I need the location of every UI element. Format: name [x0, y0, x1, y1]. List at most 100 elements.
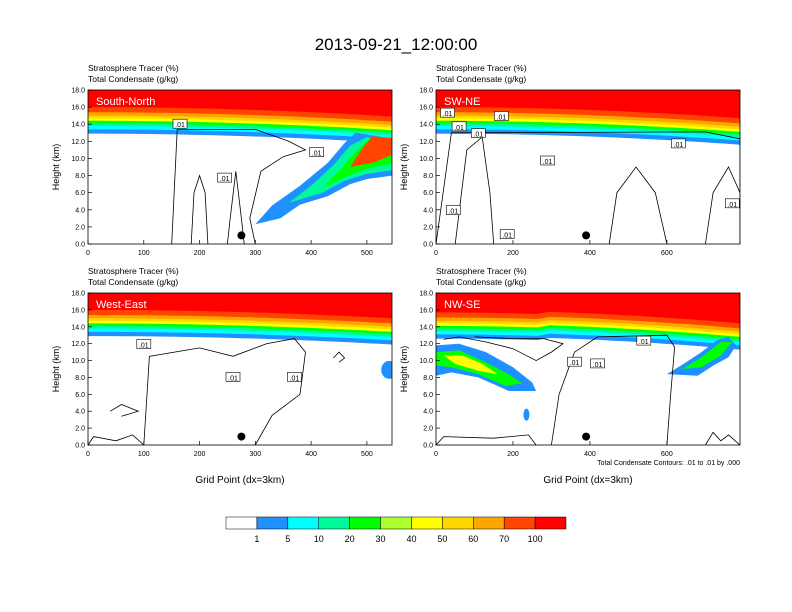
contour-label-box: [567, 356, 582, 367]
panel-2: .01.01.01.01.01.01.01.01.01SW-NEStratosp…: [399, 63, 741, 257]
x-axis-label: Grid Point (dx=3km): [543, 475, 632, 486]
x-tick-label: 300: [249, 451, 261, 458]
x-tick-label: 600: [661, 250, 673, 257]
y-axis-label: Height (km): [399, 346, 409, 393]
location-marker: [582, 432, 591, 441]
x-tick-label: 400: [305, 250, 317, 257]
plot-area: .01.01.01.01.01.01.01.01.01: [436, 90, 740, 244]
y-tick-label: 6.0: [75, 190, 85, 197]
y-tick-label: 2.0: [75, 426, 85, 433]
y-tick-label: 0.0: [423, 443, 433, 450]
y-tick-label: 12.0: [71, 139, 85, 146]
panel-label: SW-NE: [444, 96, 480, 108]
y-tick-label: 18.0: [71, 88, 85, 95]
colorbar-label: 1: [254, 534, 259, 544]
y-tick-label: 8.0: [423, 375, 433, 382]
colorbar-label: 50: [437, 534, 447, 544]
contour-label-box: [499, 229, 515, 239]
colorbar-label: 70: [499, 534, 509, 544]
contour-label: .01: [139, 343, 149, 350]
plot-frame: [87, 292, 393, 446]
y-tick-label: 18.0: [71, 291, 85, 298]
plot-area: .01 .01 .01: [436, 293, 740, 445]
y-tick-label: 14.0: [71, 122, 85, 129]
contour-label: .01: [454, 125, 464, 132]
colorbar-swatch-9: [473, 516, 505, 530]
contour-label: .01: [443, 111, 453, 118]
x-tick-label: 0: [86, 250, 90, 257]
colorbar-label: 100: [528, 534, 543, 544]
x-tick-label: 200: [507, 451, 519, 458]
contour-label: .01: [502, 233, 512, 240]
contour-label-box: [470, 128, 486, 138]
x-tick-label: 600: [661, 451, 673, 458]
y-tick-label: 4.0: [75, 207, 85, 214]
condensate-contour-4: [705, 166, 740, 244]
condensate-contour-3: [227, 171, 245, 244]
contour-label: .01: [570, 360, 580, 367]
page-title: 2013-09-21_12:00:00: [315, 35, 478, 54]
contour-label-box: [636, 335, 652, 346]
contour-label: .01: [639, 339, 649, 346]
tracer-band-9: [436, 293, 740, 324]
contour-label-box: [445, 205, 461, 215]
contour-label: .01: [543, 159, 553, 166]
contour-label-box: [217, 172, 232, 183]
contour-label-box: [225, 372, 241, 382]
colorbar-swatch-3: [287, 516, 319, 530]
panel-label: West-East: [96, 299, 147, 311]
contour-label: .01: [175, 122, 185, 129]
contour-label-box: [540, 155, 555, 166]
location-marker: [237, 432, 246, 441]
contour-label-box: [136, 339, 152, 349]
y-tick-label: 4.0: [423, 207, 433, 214]
contour-label-box: [494, 111, 509, 121]
x-tick-label: 100: [138, 451, 150, 458]
contour-label: .01: [448, 209, 458, 216]
x-tick-label: 0: [86, 451, 90, 458]
contour-label-box: [287, 372, 302, 382]
y-tick-label: 10.0: [71, 358, 85, 365]
condensate-contour-2: [190, 174, 209, 244]
condensate-contour-1: [171, 128, 307, 244]
x-tick-label: 200: [507, 250, 519, 257]
y-tick-label: 16.0: [419, 105, 433, 112]
x-axis-label: Grid Point (dx=3km): [195, 475, 284, 486]
colorbar-swatch-4: [318, 516, 350, 530]
contour-label: .01: [312, 151, 322, 158]
contour-label: .01: [473, 132, 483, 139]
x-tick-label: 400: [584, 250, 596, 257]
contour-label-box: [590, 358, 605, 369]
colorbar-label: 30: [376, 534, 386, 544]
y-tick-label: 2.0: [75, 224, 85, 231]
plot-area: .01 .01 .01: [88, 90, 392, 244]
colorbar: 1 5 10 20 30 40 50 60 70 100: [225, 516, 567, 544]
y-tick-label: 16.0: [71, 307, 85, 314]
contour-note: Total Condensate Contours: .01 to .01 by…: [597, 460, 740, 467]
colorbar-swatch-7: [411, 516, 443, 530]
y-tick-label: 0.0: [423, 242, 433, 249]
condensate-contour-3: [443, 336, 564, 362]
y-tick-label: 10.0: [419, 358, 433, 365]
colorbar-label: 60: [468, 534, 478, 544]
y-axis-label: Height (km): [399, 144, 409, 191]
panel-title-condensate: Total Condensate (g/kg): [436, 74, 526, 84]
y-tick-label: 8.0: [75, 173, 85, 180]
panel-3: .01 .01 .01 West-East Stratosphere Tracer (%…: [51, 266, 393, 486]
colorbar-label: 20: [345, 534, 355, 544]
panel-title-tracer: Stratosphere Tracer (%): [88, 266, 179, 276]
y-tick-label: 4.0: [75, 409, 85, 416]
y-tick-label: 14.0: [419, 122, 433, 129]
plot-frame: [87, 89, 393, 245]
y-tick-label: 12.0: [419, 341, 433, 348]
colorbar-swatch-2: [256, 516, 289, 530]
y-tick-label: 8.0: [75, 375, 85, 382]
colorbar-swatch-10: [503, 516, 536, 530]
tracer-band-9: [88, 90, 392, 117]
condensate-contour-3: [608, 166, 668, 244]
colorbar-swatch-6: [380, 516, 412, 530]
y-tick-label: 14.0: [419, 324, 433, 331]
intrusion-tongue-4: [350, 136, 392, 167]
